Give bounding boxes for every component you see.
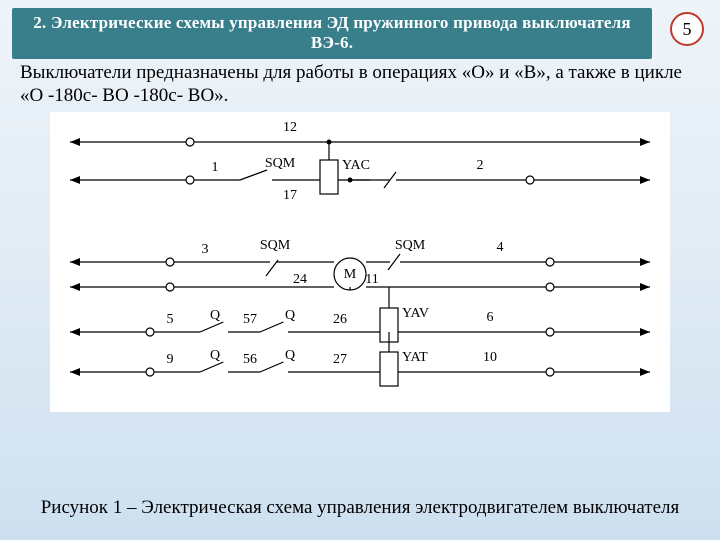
svg-text:17: 17 — [283, 188, 297, 203]
svg-text:56: 56 — [243, 352, 257, 367]
slide-number-badge: 5 — [670, 12, 704, 46]
svg-text:M: M — [344, 267, 357, 282]
svg-text:Q: Q — [285, 348, 295, 363]
svg-text:24: 24 — [293, 272, 307, 287]
svg-text:YAT: YAT — [402, 350, 428, 365]
svg-text:1: 1 — [212, 160, 219, 175]
svg-text:4: 4 — [497, 240, 504, 255]
svg-text:SQM: SQM — [265, 156, 296, 171]
svg-text:6: 6 — [487, 310, 494, 325]
intro-text: Выключатели предназначены для работы в о… — [20, 62, 682, 106]
intro-paragraph: Выключатели предназначены для работы в о… — [20, 62, 700, 108]
svg-text:11: 11 — [365, 272, 378, 287]
svg-text:2: 2 — [477, 158, 484, 173]
svg-text:Q: Q — [285, 308, 295, 323]
svg-text:SQM: SQM — [395, 238, 426, 253]
svg-text:Q: Q — [210, 348, 220, 363]
figure-caption: Рисунок 1 – Электрическая схема управлен… — [0, 497, 720, 520]
svg-text:26: 26 — [333, 312, 347, 327]
svg-text:57: 57 — [243, 312, 257, 327]
schematic-figure: 12 1 SQM 17 YAC 2 3 SQM 24 M 11 SQM 4 5 Q 57 Q 26 YAV 6 9 Q 56… — [50, 112, 670, 412]
slide-header-text: 2. Электрические схемы управления ЭД пру… — [33, 13, 631, 52]
figure-caption-text: Рисунок 1 – Электрическая схема управлен… — [41, 497, 680, 518]
svg-text:YAV: YAV — [402, 306, 429, 321]
svg-text:5: 5 — [167, 312, 174, 327]
svg-text:YAC: YAC — [342, 158, 370, 173]
slide-number: 5 — [683, 19, 692, 39]
schematic-svg: 12 1 SQM 17 YAC 2 3 SQM 24 M 11 SQM 4 5 Q 57 Q 26 YAV 6 9 Q 56… — [50, 112, 670, 412]
svg-text:10: 10 — [483, 350, 497, 365]
svg-text:12: 12 — [283, 120, 297, 135]
svg-text:SQM: SQM — [260, 238, 291, 253]
svg-text:27: 27 — [333, 352, 347, 367]
svg-text:3: 3 — [202, 242, 209, 257]
svg-text:Q: Q — [210, 308, 220, 323]
slide-header-bar: 2. Электрические схемы управления ЭД пру… — [12, 8, 652, 59]
svg-text:9: 9 — [167, 352, 174, 367]
